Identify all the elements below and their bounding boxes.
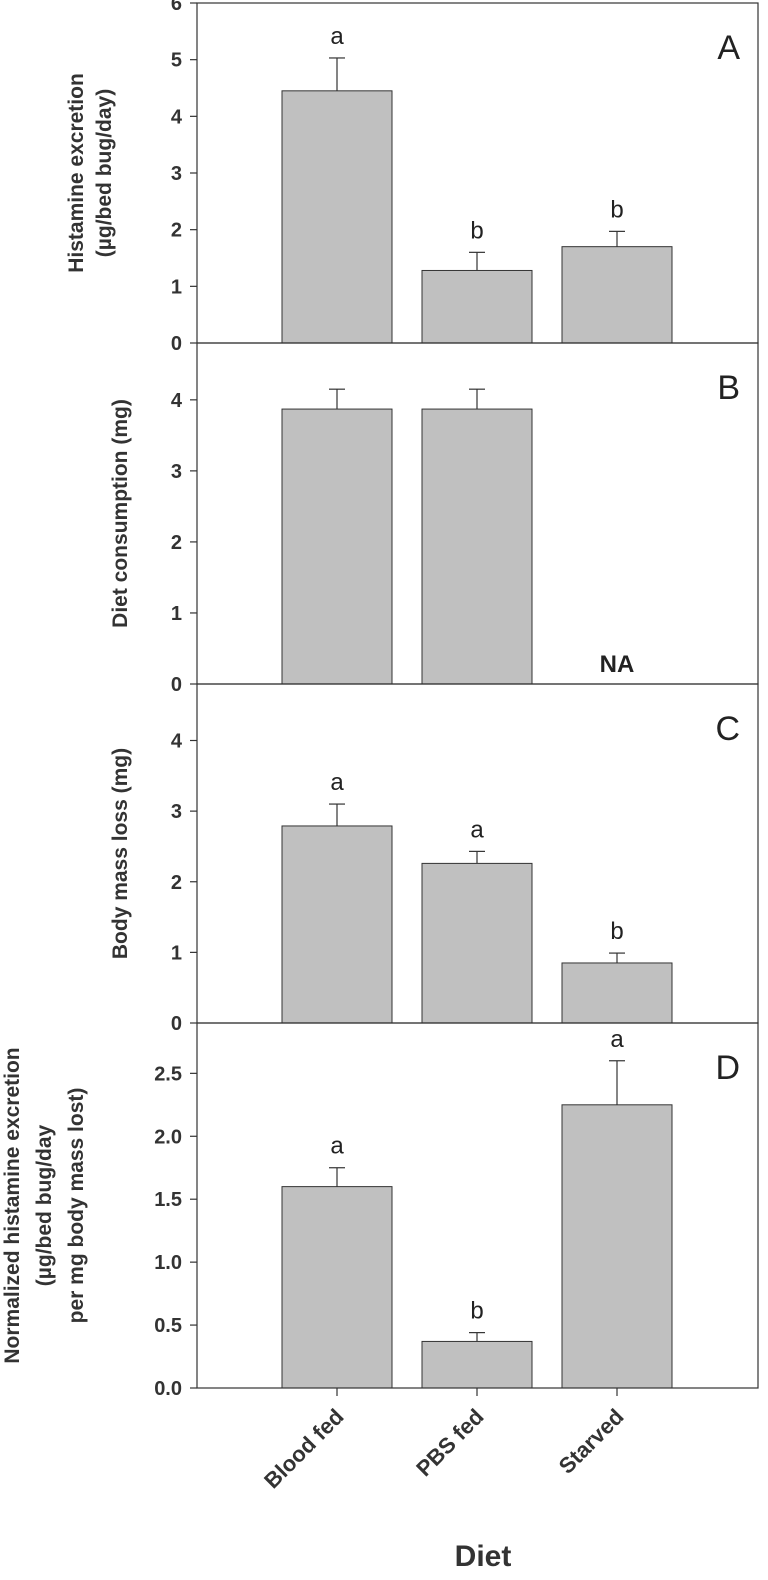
panel-b-bar-1 — [281, 408, 393, 685]
panel-c-bar-3 — [561, 962, 673, 1024]
panel-a-significance-3: b — [610, 196, 623, 223]
panel-a-bar-3 — [561, 246, 673, 344]
panel-d-ylabel-line-3: per mg body mass lost) — [65, 1088, 88, 1324]
panel-c-ytick-label-3: 3 — [171, 801, 182, 823]
panel-a-bar-2 — [421, 269, 533, 344]
panel-a-ytick-label-0: 0 — [171, 333, 182, 355]
panel-c-ylabel-line-1: Body mass loss (mg) — [109, 748, 132, 959]
panel-a-ytick-label-1: 1 — [171, 276, 182, 298]
panel-c-letter: C — [715, 710, 740, 748]
panel-b-ytick-label-4: 4 — [171, 390, 183, 412]
category-label-3: Starved — [554, 1404, 629, 1479]
panel-d-bar-2 — [421, 1340, 533, 1389]
panel-d-ytick-label-2: 1.0 — [154, 1252, 182, 1274]
panel-d-ylabel-line-1: Normalized histamine excretion — [1, 1047, 24, 1363]
panel-a-significance-1: a — [330, 23, 344, 50]
panel-d-significance-1: a — [330, 1133, 344, 1160]
panel-d-ytick-label-5: 2.5 — [154, 1063, 182, 1085]
panel-d-ylabel-line-2: (µg/bed bug/day — [33, 1124, 56, 1286]
panel-c-ytick-label-2: 2 — [171, 872, 182, 894]
panel-d-bar-1 — [281, 1186, 393, 1389]
panel-d-ytick-label-3: 1.5 — [154, 1189, 182, 1211]
panel-a-significance-2: b — [470, 217, 483, 244]
panel-d-significance-3: a — [610, 1026, 624, 1053]
panel-c-ytick-label-1: 1 — [171, 942, 182, 964]
panel-d-ytick-label-0: 0.0 — [154, 1378, 182, 1400]
panel-a-ylabel-line-2: (µg/bed bug/day) — [93, 89, 116, 257]
panel-c-significance-2: a — [470, 816, 484, 843]
panel-a-bar-1 — [281, 90, 393, 344]
panel-d-significance-2: b — [470, 1298, 483, 1325]
panel-a-ytick-label-2: 2 — [171, 220, 182, 242]
panel-a-ytick-label-4: 4 — [171, 106, 183, 128]
panel-c-bar-2 — [421, 862, 533, 1024]
panel-c-significance-1: a — [330, 769, 344, 796]
panel-d-ytick-label-4: 2.0 — [154, 1126, 182, 1148]
panel-b-letter: B — [717, 369, 740, 407]
panel-c-significance-3: b — [610, 918, 623, 945]
panel-a-ytick-label-5: 5 — [171, 50, 182, 72]
category-label-1: Blood fed — [259, 1404, 348, 1493]
x-axis-title: Diet — [455, 1540, 512, 1573]
panel-a-ylabel-line-1: Histamine excretion — [65, 73, 88, 273]
panel-b-ytick-label-2: 2 — [171, 532, 182, 554]
panel-c-ytick-label-4: 4 — [171, 731, 183, 753]
panel-b-ytick-label-1: 1 — [171, 603, 182, 625]
panel-a-letter: A — [717, 29, 740, 67]
panel-c-bar-1 — [281, 825, 393, 1024]
panel-d-letter: D — [715, 1049, 740, 1087]
panel-b-ylabel-line-1: Diet consumption (mg) — [109, 399, 132, 628]
panel-d-bar-3 — [561, 1104, 673, 1389]
panel-a-ytick-label-6: 6 — [171, 0, 182, 15]
panel-b-na-label: NA — [600, 651, 635, 678]
category-label-2: PBS fed — [411, 1404, 488, 1481]
panel-a-ytick-label-3: 3 — [171, 163, 182, 185]
panel-b-ytick-label-0: 0 — [171, 674, 182, 696]
panel-b-bar-2 — [421, 408, 533, 685]
panel-b-ytick-label-3: 3 — [171, 461, 182, 483]
panel-c-ytick-label-0: 0 — [171, 1013, 182, 1035]
panel-d-ytick-label-1: 0.5 — [154, 1315, 182, 1337]
